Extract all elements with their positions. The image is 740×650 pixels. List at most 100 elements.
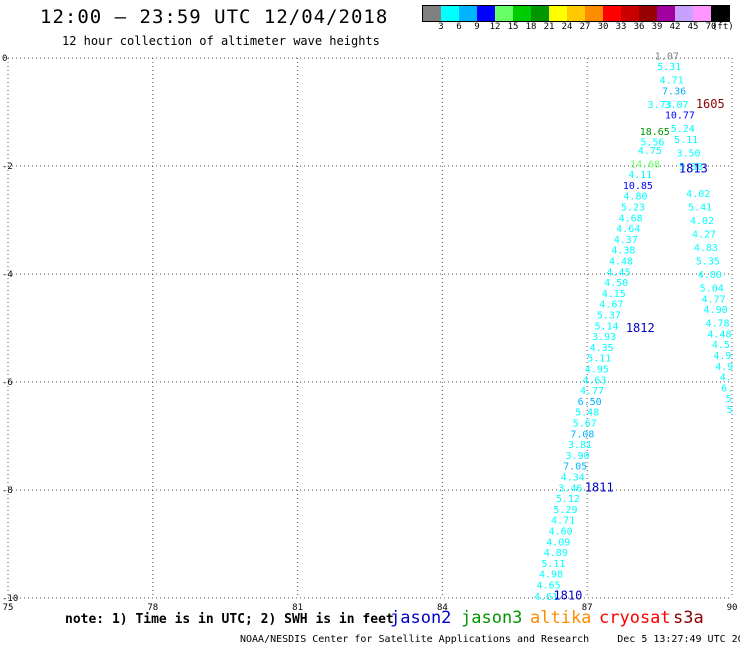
track-time-label: 1812 (626, 321, 655, 335)
track-time-label: 1813 (679, 162, 708, 176)
colorbar-swatch (621, 6, 639, 21)
colorbar-tick-label: 6 (456, 22, 462, 32)
data-point-label: 4.77 (702, 294, 726, 305)
colorbar-tick-label: 9 (474, 22, 480, 32)
colorbar-tick-label: 33 (615, 22, 627, 32)
colorbar-swatch (423, 6, 441, 21)
colorbar-swatch (441, 6, 459, 21)
colorbar-swatch (675, 6, 693, 21)
footer: NOAA/NESDIS Center for Satellite Applica… (240, 634, 740, 645)
colorbar-swatch (495, 6, 513, 21)
data-point-label: 4.83 (694, 243, 718, 254)
colorbar-swatch (603, 6, 621, 21)
data-point-label: 4.68 (619, 213, 643, 224)
data-point-label: 14.68 (630, 159, 660, 170)
colorbar-tick-label: 12 (489, 22, 501, 32)
data-point-label: 5.38 (679, 162, 703, 173)
track-time-label: 1811 (585, 480, 614, 494)
colorbar-tick-label: 30 (597, 22, 609, 32)
data-point-label: 5.29 (553, 505, 577, 516)
colorbar-tick-label: 70 (705, 22, 717, 32)
y-tick-label: -4 (2, 270, 13, 280)
plot-area (8, 58, 732, 598)
data-point-label: 4.27 (692, 230, 716, 241)
data-point-label: 4.11 (628, 170, 652, 181)
data-point-label: 4.34 (561, 473, 585, 484)
data-point-label: 4.35 (590, 343, 614, 354)
data-point-label: 5.11 (541, 559, 565, 570)
colorbar-swatch (513, 6, 531, 21)
data-point-label: 4.67 (599, 300, 623, 311)
colorbar-swatch (711, 6, 729, 21)
x-tick-label: 84 (437, 603, 448, 613)
data-point-label: 1.07 (655, 51, 679, 62)
colorbar (422, 5, 730, 22)
colorbar-tick-label: 3 (438, 22, 444, 32)
colorbar-swatch (549, 6, 567, 21)
colorbar-swatch (567, 6, 585, 21)
colorbar-labels: (ft) 3 6 9 12 15 18 21 24 27 30 33 36 39 42 45 70 (0, 22, 740, 34)
chart-subtitle: 12 hour collection of altimeter wave hei… (62, 34, 380, 48)
colorbar-tick-label: 21 (543, 22, 555, 32)
x-tick-label: 75 (3, 603, 14, 613)
data-point-label: 4.63 (582, 375, 606, 386)
data-point-label: 4.02 (690, 216, 714, 227)
data-point-label: 4.90 (704, 305, 728, 316)
data-point-label: 3.90 (565, 451, 589, 462)
data-point-label: 5 (727, 405, 733, 416)
y-tick-label: 0 (2, 54, 7, 64)
colorbar-tick-label: 36 (633, 22, 645, 32)
colorbar-swatch (531, 6, 549, 21)
data-point-label: 4.48 (707, 329, 731, 340)
data-point-label: 7.36 (662, 86, 686, 97)
chart-title: 12:00 – 23:59 UTC 12/04/2018 (40, 6, 389, 28)
data-point-label: 7.08 (570, 429, 594, 440)
data-point-label: 4. (720, 373, 732, 384)
data-point-label: 4.9 (713, 351, 731, 362)
data-point-label: 5 (726, 394, 732, 405)
colorbar-tick-label: 45 (687, 22, 699, 32)
data-point-label: 4.89 (544, 548, 568, 559)
legend-cryosat: cryosat (599, 608, 671, 628)
data-point-label: 4.48 (609, 257, 633, 268)
data-point-label: 4.95 (585, 365, 609, 376)
data-point-label: 5.37 (597, 311, 621, 322)
data-point-label: 5.48 (575, 408, 599, 419)
data-point-label: 5.35 (696, 257, 720, 268)
data-point-label: 5.04 (700, 284, 724, 295)
colorbar-tick-label: 42 (669, 22, 681, 32)
data-point-label: 4.65 (537, 581, 561, 592)
data-point-label: 4.75 (638, 146, 662, 157)
data-point-label: 4.60 (549, 527, 573, 538)
data-point-label: 4.61 (534, 592, 558, 603)
data-point-label: 4.98 (539, 570, 563, 581)
footnote: note: 1) Time is in UTC; 2) SWH is in fe… (65, 612, 394, 627)
legend-jason3: jason3 (461, 608, 523, 628)
track-time-label: 1810 (553, 588, 582, 602)
colorbar-tick-label: 15 (507, 22, 519, 32)
x-tick-label: 78 (147, 603, 158, 613)
data-point-label: 4.9 (715, 362, 733, 373)
data-point-label: 7.05 (563, 462, 587, 473)
data-point-label: 3.73 (648, 100, 672, 111)
data-point-label: 5.24 (671, 124, 695, 135)
data-point-label: 18.65 (640, 127, 670, 138)
data-point-label: 4.38 (611, 246, 635, 257)
colorbar-swatch (585, 6, 603, 21)
data-point-label: 3.07 (664, 100, 688, 111)
data-point-label: 4.78 (705, 319, 729, 330)
data-point-label: 4.77 (580, 386, 604, 397)
data-point-label: 5.31 (657, 62, 681, 73)
data-point-label: 4.00 (698, 270, 722, 281)
data-point-label: 10.77 (665, 111, 695, 122)
colorbar-tick-label: 24 (561, 22, 573, 32)
data-point-label: 5.11 (674, 135, 698, 146)
data-point-label: 5.12 (556, 494, 580, 505)
x-tick-label: 87 (582, 603, 593, 613)
data-point-label: 6. (721, 383, 733, 394)
colorbar-swatch (459, 6, 477, 21)
data-point-label: 4.45 (607, 267, 631, 278)
data-point-label: 5.23 (621, 203, 645, 214)
footer-timestamp: Dec 5 13:27:49 UTC 2018 (617, 634, 740, 645)
data-point-label: 4.5 (712, 340, 730, 351)
